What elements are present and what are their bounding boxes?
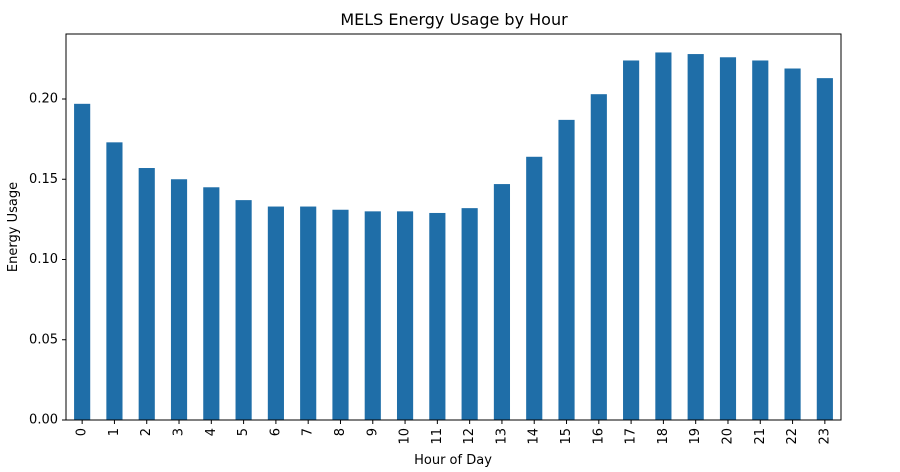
x-tick-label: 23 — [817, 428, 832, 445]
x-axis-ticks: 0 1 2 3 4 5 6 7 8 9 10 11 12 13 14 15 16 17 18 19 20 21 22 23 — [75, 420, 832, 445]
bar-hour-0 — [74, 103, 91, 420]
x-tick-label: 6 — [268, 428, 283, 436]
x-axis-label: Hour of Day — [414, 453, 492, 468]
bar-hour-4 — [203, 187, 220, 420]
bar-hour-11 — [429, 212, 446, 420]
x-tick-label: 9 — [365, 428, 380, 436]
bar-hour-10 — [396, 211, 414, 420]
y-axis-ticks: 0.00 0.05 0.10 0.15 0.20 — [29, 92, 66, 428]
bar-hour-5 — [235, 200, 252, 420]
y-axis-label: Energy Usage — [6, 182, 21, 272]
bar-hour-8 — [332, 209, 349, 420]
x-tick-label: 18 — [656, 428, 671, 445]
bar-hour-19 — [687, 54, 704, 421]
bar-hour-3 — [170, 179, 188, 420]
chart-title: MELS Energy Usage by Hour — [340, 10, 568, 29]
bar-hour-9 — [364, 211, 381, 420]
x-tick-label: 5 — [236, 428, 251, 436]
x-tick-label: 8 — [333, 428, 348, 436]
x-tick-label: 13 — [494, 428, 509, 445]
bar-hour-15 — [558, 119, 575, 421]
x-tick-label: 17 — [624, 428, 639, 445]
x-tick-label: 16 — [591, 428, 606, 445]
bars-group — [74, 52, 833, 421]
x-tick-label: 21 — [753, 428, 768, 445]
x-tick-label: 14 — [527, 428, 542, 445]
x-tick-label: 10 — [398, 428, 413, 445]
bar-hour-7 — [300, 206, 317, 420]
bar-hour-17 — [623, 60, 640, 420]
bar-hour-13 — [493, 184, 511, 420]
bar-hour-23 — [816, 78, 833, 420]
bar-hour-22 — [784, 68, 801, 420]
x-tick-label: 20 — [720, 428, 735, 445]
x-tick-label: 7 — [301, 428, 316, 436]
bar-hour-2 — [138, 168, 155, 420]
x-tick-label: 1 — [107, 428, 122, 436]
y-tick-label: 0.20 — [29, 92, 58, 107]
x-tick-label: 15 — [559, 428, 574, 445]
bar-hour-12 — [461, 208, 478, 420]
x-tick-label: 2 — [139, 428, 154, 436]
y-tick-label: 0.15 — [29, 172, 58, 187]
bar-hour-6 — [267, 206, 284, 420]
x-tick-label: 0 — [75, 428, 90, 436]
bar-hour-16 — [590, 94, 607, 420]
x-tick-label: 12 — [462, 428, 477, 445]
y-tick-label: 0.05 — [29, 332, 58, 347]
bar-hour-21 — [752, 60, 769, 420]
y-tick-label: 0.10 — [29, 252, 58, 267]
x-tick-label: 11 — [430, 428, 445, 445]
bar-hour-18 — [655, 52, 672, 421]
x-tick-label: 3 — [172, 428, 187, 436]
bar-hour-1 — [106, 142, 123, 420]
plot-frame — [65, 33, 842, 421]
bar-hour-20 — [719, 57, 737, 421]
y-tick-label: 0.00 — [29, 413, 58, 428]
x-tick-label: 19 — [688, 428, 703, 445]
x-tick-label: 22 — [785, 428, 800, 445]
bar-hour-14 — [526, 156, 543, 420]
x-tick-label: 4 — [204, 428, 219, 436]
